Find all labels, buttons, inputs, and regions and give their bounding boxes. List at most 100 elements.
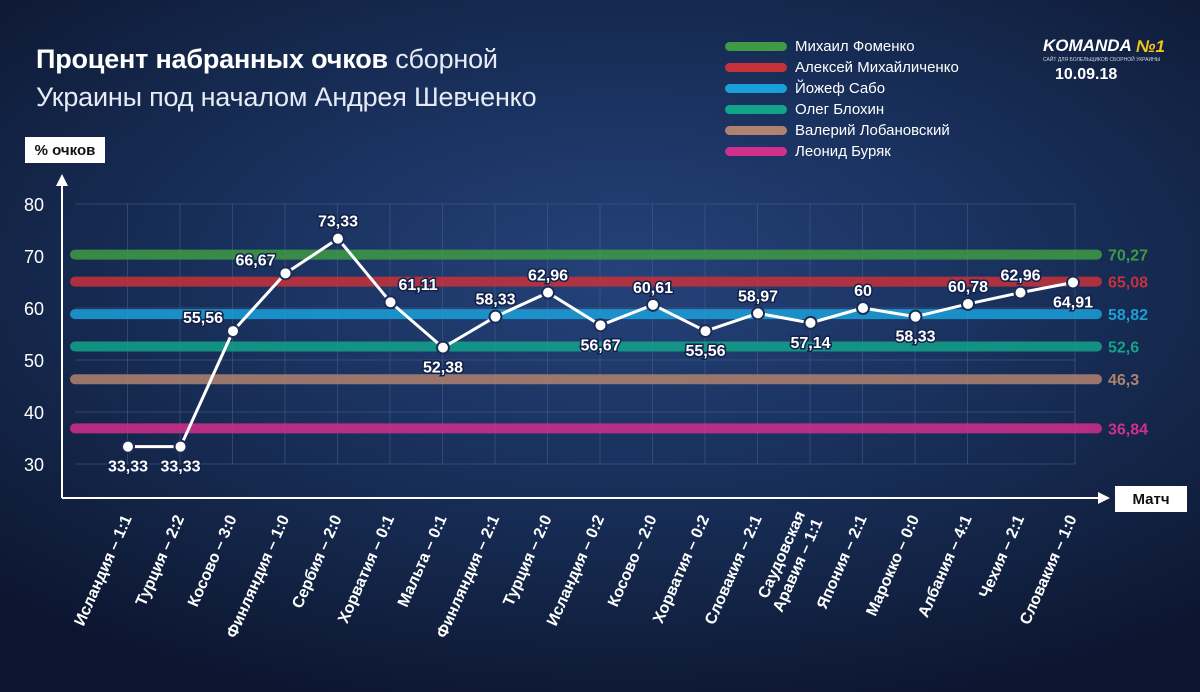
data-label: 33,33 <box>108 459 148 476</box>
reference-lines: 70,27 65,08 58,82 52,6 46,3 36,84 <box>70 248 1148 438</box>
legend-swatch <box>725 42 787 51</box>
data-point <box>646 297 660 312</box>
legend-item-blokhin: Олег Блохин <box>725 99 959 120</box>
x-tick-label: Хорватия – 0:2 <box>650 513 713 626</box>
logo-tagline: САЙТ ДЛЯ БОЛЕЛЬЩИКОВ СБОРНОЙ УКРАИНЫ <box>1043 55 1161 63</box>
y-tick-label: 30 <box>24 455 44 475</box>
y-tick-label: 80 <box>24 195 44 215</box>
data-point <box>331 231 345 246</box>
legend: Михаил Фоменко Алексей Михайличенко Йоже… <box>725 36 959 162</box>
x-tick-label: Исландия – 0:2 <box>544 513 608 629</box>
data-labels: 33,33 33,33 55,56 66,67 73,33 61,11 52,38 58,33… <box>106 212 1094 477</box>
data-point <box>803 315 818 330</box>
data-label: 60,61 <box>633 280 673 297</box>
data-label: 58,33 <box>895 329 935 346</box>
data-point <box>1066 275 1080 290</box>
data-point <box>698 324 713 339</box>
legend-label: Йожеф Сабо <box>795 80 886 97</box>
data-point <box>278 266 293 281</box>
data-label: 64,91 <box>1053 294 1093 311</box>
legend-label: Леонид Буряк <box>795 143 891 160</box>
data-point <box>1013 285 1028 300</box>
y-tick-label: 40 <box>24 403 44 423</box>
data-label: 52,38 <box>423 360 463 377</box>
series-line <box>121 231 1080 454</box>
data-point <box>488 309 503 324</box>
data-point <box>121 439 135 454</box>
data-label: 66,67 <box>235 252 275 269</box>
logo: KOMANDA №1 САЙТ ДЛЯ БОЛЕЛЬЩИКОВ СБОРНОЙ … <box>1040 32 1165 71</box>
x-tick-label: Чехия – 2:1 <box>976 513 1028 601</box>
legend-label: Алексей Михайличенко <box>795 59 959 76</box>
x-tick-label: Сербия – 2:0 <box>289 513 345 612</box>
chart-title-bold: Процент набранных очков <box>36 44 388 74</box>
reference-line-label: 58,82 <box>1108 307 1148 324</box>
logo-name: KOMANDA <box>1043 36 1132 55</box>
data-label: 57,14 <box>790 335 830 352</box>
data-label: 62,96 <box>1000 268 1040 285</box>
y-axis-arrow <box>56 174 68 186</box>
data-label: 73,33 <box>318 214 358 231</box>
data-point <box>226 324 240 339</box>
data-label: 58,33 <box>475 292 515 309</box>
data-label: 62,96 <box>528 268 568 285</box>
data-label: 61,11 <box>399 277 438 294</box>
reference-line-label: 70,27 <box>1108 248 1148 265</box>
legend-label: Михаил Фоменко <box>795 38 915 55</box>
legend-swatch <box>725 63 787 72</box>
legend-item-mikhailichenko: Алексей Михайличенко <box>725 57 959 78</box>
legend-item-buryak: Леонид Буряк <box>725 141 959 162</box>
data-point <box>593 318 608 333</box>
y-tick-labels: 30 40 50 60 70 80 <box>24 195 44 475</box>
x-axis-arrow <box>1098 492 1110 504</box>
y-axis-title: % очков <box>25 137 105 163</box>
legend-swatch <box>725 105 787 114</box>
legend-item-lobanovsky: Валерий Лобановский <box>725 120 959 141</box>
y-tick-label: 50 <box>24 351 44 371</box>
x-tick-label: Косово – 3:0 <box>185 513 241 610</box>
chart-date: 10.09.18 <box>1055 66 1118 83</box>
x-tick-label: Словакия – 2:1 <box>702 513 766 628</box>
data-point <box>383 295 398 310</box>
data-point <box>751 306 765 321</box>
axes <box>56 174 1110 504</box>
data-point <box>173 439 188 454</box>
legend-swatch <box>725 84 787 93</box>
x-tick-label: Исландия – 1:1 <box>72 513 136 629</box>
data-label: 33,33 <box>160 459 200 476</box>
logo-graphic: KOMANDA №1 САЙТ ДЛЯ БОЛЕЛЬЩИКОВ СБОРНОЙ … <box>1043 36 1165 63</box>
x-tick-label: Словакия – 1:0 <box>1017 513 1081 628</box>
x-tick-label: Турция – 2:2 <box>133 513 188 609</box>
y-tick-label: 70 <box>24 247 44 267</box>
legend-swatch <box>725 147 787 156</box>
chart-title-line2: Украины под началом Андрея Шевченко <box>36 82 537 112</box>
data-label: 56,67 <box>580 337 620 354</box>
data-point <box>541 285 555 300</box>
data-point <box>961 296 975 311</box>
x-tick-label: Марокко – 0:0 <box>864 513 924 619</box>
data-label: 55,56 <box>685 343 725 360</box>
data-label: 60,78 <box>948 279 988 296</box>
chart-title-rest: сборной <box>395 44 498 74</box>
legend-item-szabo: Йожеф Сабо <box>725 78 959 99</box>
data-label: 58,97 <box>738 288 778 305</box>
x-axis-title: Матч <box>1115 486 1187 512</box>
logo-number: №1 <box>1136 37 1165 56</box>
data-label: 60 <box>854 283 872 300</box>
data-point <box>436 340 450 355</box>
data-label: 55,56 <box>183 310 223 327</box>
chart-title: Процент набранных очков сборной Украины … <box>36 40 537 116</box>
data-point <box>856 301 870 315</box>
reference-line-label: 36,84 <box>1108 421 1148 438</box>
reference-line-label: 65,08 <box>1108 275 1148 292</box>
legend-label: Валерий Лобановский <box>795 122 950 139</box>
x-tick-label: СаудовскаяАравия – 1:1 <box>753 509 827 615</box>
y-tick-label: 60 <box>24 299 44 319</box>
reference-line-label: 52,6 <box>1108 339 1139 356</box>
x-tick-label: Мальта – 0:1 <box>395 513 451 610</box>
legend-swatch <box>725 126 787 135</box>
x-tick-label: Турция – 2:0 <box>500 513 555 609</box>
